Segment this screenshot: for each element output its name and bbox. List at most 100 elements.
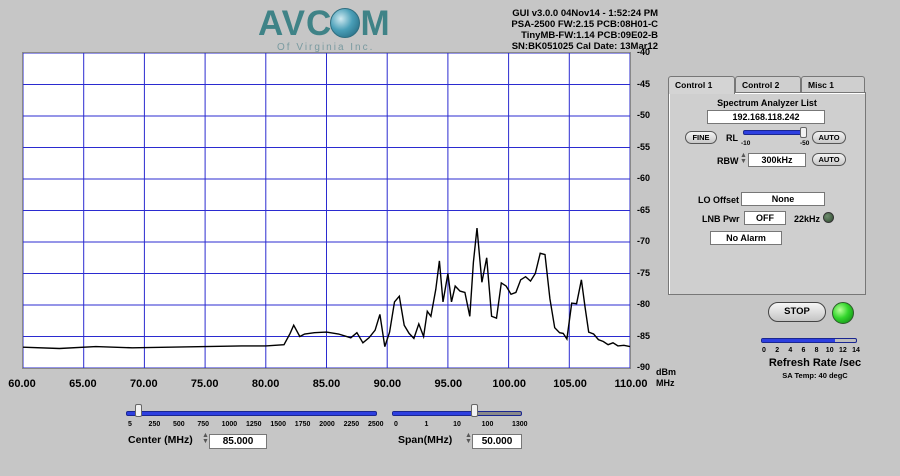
slider-tick-label: 10 [825, 347, 834, 354]
tab-control-2[interactable]: Control 2 [735, 76, 801, 93]
x-tick-label: 75.00 [190, 378, 219, 390]
spectrum-analyzer-list-label: Spectrum Analyzer List [717, 98, 817, 108]
tab-misc-1[interactable]: Misc 1 [801, 76, 865, 93]
center-slider-thumb[interactable] [135, 404, 143, 417]
y-tick-label: -55 [637, 141, 651, 152]
x-tick-label: 110.00 [614, 378, 648, 390]
y-tick-label: -90 [637, 362, 651, 372]
device-info: GUI v3.0.0 04Nov14 - 1:52:24 PM PSA-2500… [511, 8, 658, 52]
x-tick-label: 70.00 [130, 378, 158, 390]
slider-tick-label: 2 [775, 347, 780, 354]
span-slider-thumb[interactable] [471, 404, 479, 417]
spectrum-trace-line [23, 228, 630, 350]
globe-icon [330, 8, 360, 38]
control-tabs: Control 1 Control 2 Misc 1 [668, 76, 866, 94]
slider-tick-label: 0 [762, 347, 766, 354]
rbw-label: RBW [717, 156, 739, 166]
x-tick-label: 85.00 [312, 378, 341, 390]
y-tick-label: -80 [637, 299, 651, 309]
analyzer-ip-field[interactable]: 192.168.118.242 [707, 110, 825, 124]
x-unit-label: MHz [656, 378, 675, 388]
slider-tick-label: 2500 [368, 421, 384, 428]
y-unit-label: dBm [656, 367, 676, 377]
y-tick-label: -70 [637, 236, 651, 246]
slider-tick-label: 750 [197, 421, 210, 428]
span-field[interactable]: 50.000 [472, 434, 522, 449]
y-tick-label: -50 [637, 110, 651, 120]
x-tick-label: 105.00 [553, 378, 587, 390]
rl-label: RL [726, 133, 738, 143]
status-led-indicator [832, 302, 854, 324]
slider-tick-label: 100 [481, 421, 494, 428]
slider-tick-label: 1300 [512, 421, 528, 428]
avcom-logo: AVCOM Of Virginia Inc. [258, 4, 390, 54]
spectrum-svg [23, 53, 630, 368]
slider-tick-label: 1 [424, 421, 429, 428]
lo-offset-field[interactable]: None [741, 192, 825, 206]
tab-control-1[interactable]: Control 1 [668, 76, 735, 94]
control-1-panel: Spectrum Analyzer List 192.168.118.242 F… [668, 92, 866, 295]
x-tick-label: 95.00 [434, 378, 463, 390]
22khz-label: 22kHz [794, 214, 821, 224]
x-tick-label: 90.00 [373, 378, 402, 390]
stop-button[interactable]: STOP [768, 302, 826, 322]
refresh-rate-fill [762, 339, 836, 342]
slider-tick-label: 1500 [270, 421, 286, 428]
refresh-rate-slider[interactable] [761, 338, 857, 343]
info-gui-version: GUI v3.0.0 04Nov14 - 1:52:24 PM [512, 8, 658, 19]
x-tick-label: 60.00 [8, 378, 36, 390]
slider-tick-label: 2000 [319, 421, 335, 428]
y-tick-label: -40 [637, 47, 651, 57]
center-spin-icon[interactable]: ▲ ▼ [202, 432, 209, 445]
slider-tick-label: 1000 [221, 421, 238, 428]
info-psa-firmware: PSA-2500 FW:2.15 PCB:08H01-C [511, 19, 658, 30]
logo-word: AVCOM [258, 4, 391, 43]
refresh-rate-label: Refresh Rate /sec [768, 357, 862, 369]
y-tick-label: -60 [637, 173, 651, 183]
rbw-field[interactable]: 300kHz [748, 153, 806, 167]
slider-tick-label: 12 [838, 347, 847, 354]
info-tinymb-firmware: TinyMB-FW:1.14 PCB:09E02-B [521, 30, 658, 41]
span-slider-fill [393, 412, 475, 415]
rl-max-label: -50 [800, 140, 810, 147]
span-slider[interactable] [392, 411, 522, 416]
fine-button[interactable]: FINE [685, 131, 717, 144]
rl-auto-button[interactable]: AUTO [812, 131, 846, 144]
y-tick-label: -75 [637, 267, 651, 278]
x-tick-label: 80.00 [251, 378, 280, 390]
rbw-spin-icon[interactable]: ▲ ▼ [740, 152, 747, 165]
span-mhz-label: Span(MHz) [398, 434, 453, 446]
slider-tick-label: 6 [801, 347, 806, 354]
slider-tick-label: 2250 [343, 421, 360, 428]
x-tick-label: 65.00 [69, 378, 97, 390]
spectrum-plot[interactable] [22, 52, 631, 369]
lnb-power-field[interactable]: OFF [744, 211, 786, 225]
rbw-auto-button[interactable]: AUTO [812, 153, 846, 166]
info-serial-cal: SN:BK051025 Cal Date: 13Mar12 [511, 41, 658, 52]
slider-tick-label: 1250 [246, 421, 262, 428]
slider-tick-label: 10 [453, 421, 461, 428]
slider-tick-label: 500 [172, 421, 185, 428]
y-tick-label: -45 [637, 78, 651, 89]
center-frequency-slider[interactable] [126, 411, 377, 416]
lnb-power-label: LNB Pwr [702, 214, 740, 224]
span-spin-icon[interactable]: ▲ ▼ [465, 432, 472, 445]
slider-tick-label: 14 [852, 347, 860, 354]
slider-tick-label: 1750 [294, 421, 311, 428]
rl-min-label: -10 [741, 140, 751, 147]
slider-tick-label: 250 [148, 421, 161, 428]
rl-slider-thumb[interactable] [799, 127, 807, 138]
slider-tick-label: 0 [394, 421, 398, 428]
slider-tick-label: 5 [128, 421, 132, 428]
center-mhz-label: Center (MHz) [128, 434, 193, 446]
alarm-status-field: No Alarm [710, 231, 782, 245]
center-frequency-field[interactable]: 85.000 [209, 434, 267, 449]
y-tick-label: -85 [637, 330, 651, 341]
x-tick-label: 100.00 [492, 378, 527, 390]
lo-offset-label: LO Offset [698, 195, 740, 205]
y-tick-label: -65 [637, 204, 651, 215]
22khz-led-indicator [823, 212, 834, 223]
sa-temp-label: SA Temp: 40 degC [782, 371, 848, 380]
slider-tick-label: 4 [788, 347, 793, 354]
rl-slider-track[interactable] [743, 130, 807, 135]
